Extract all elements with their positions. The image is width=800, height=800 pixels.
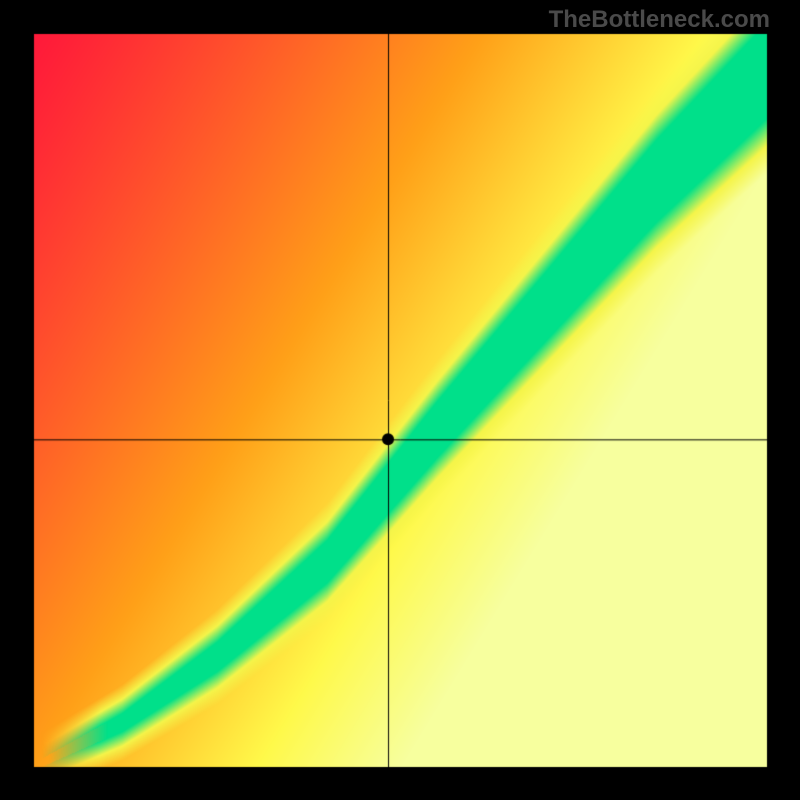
watermark-text: TheBottleneck.com <box>549 6 770 34</box>
bottleneck-heatmap <box>0 0 800 800</box>
